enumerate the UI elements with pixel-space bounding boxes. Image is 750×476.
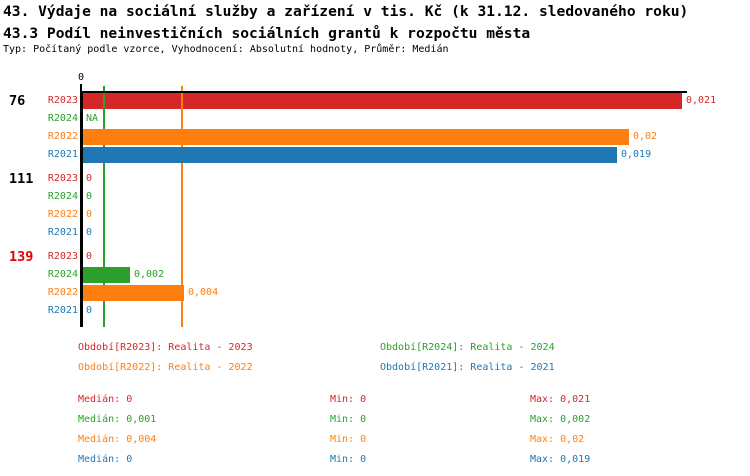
legend-item-r2021: Období[R2021]: Realita - 2021 xyxy=(380,362,555,373)
stat-min-r2023: Min: 0 xyxy=(330,394,366,406)
value-label-111-r2022: 0 xyxy=(86,209,93,220)
bar-139-r2024 xyxy=(83,267,130,283)
stat-median-r2024: Medián: 0,001 xyxy=(78,414,156,426)
stat-median-r2022: Medián: 0,004 xyxy=(78,434,156,446)
bar-76-r2023 xyxy=(83,93,682,109)
value-label-76-r2024: NA xyxy=(86,113,99,124)
median-line-r2022 xyxy=(181,86,183,327)
stat-median-r2021: Medián: 0 xyxy=(78,454,132,466)
stat-value: 0 xyxy=(126,454,133,465)
stat-value: 0,02 xyxy=(560,434,585,445)
bar-139-r2022 xyxy=(83,285,184,301)
stat-value: 0,019 xyxy=(560,454,591,465)
row-label-139-r2022: R2022 xyxy=(47,287,78,298)
stat-label: Medián: xyxy=(78,394,121,405)
stat-label: Medián: xyxy=(78,414,121,425)
stat-value: 0 xyxy=(360,414,367,425)
row-label-76-r2022: R2022 xyxy=(47,131,78,142)
chart-meta-line: Typ: Počítaný podle vzorce, Vyhodnocení:… xyxy=(3,44,449,55)
stat-min-r2021: Min: 0 xyxy=(330,454,366,466)
stat-label: Min: xyxy=(330,434,355,445)
value-label-76-r2022: 0,02 xyxy=(633,131,658,142)
value-label-111-r2024: 0 xyxy=(86,191,93,202)
legend-item-r2022: Období[R2022]: Realita - 2022 xyxy=(78,362,253,373)
stat-max-r2024: Max: 0,002 xyxy=(530,414,590,426)
legend-item-r2024: Období[R2024]: Realita - 2024 xyxy=(380,342,555,353)
stat-label: Max: xyxy=(530,454,555,465)
value-label-139-r2024: 0,002 xyxy=(134,269,165,280)
stat-label: Max: xyxy=(530,434,555,445)
group-label-76: 76 xyxy=(9,93,26,109)
value-label-111-r2023: 0 xyxy=(86,173,93,184)
row-label-111-r2022: R2022 xyxy=(47,209,78,220)
stat-max-r2021: Max: 0,019 xyxy=(530,454,590,466)
stat-value: 0,001 xyxy=(126,414,157,425)
row-label-139-r2024: R2024 xyxy=(47,269,78,280)
plot-area: 0 76 R2023 0,021 R2024 NA R2022 0,02 R2021 0,019 1… xyxy=(9,72,717,327)
stat-value: 0 xyxy=(360,454,367,465)
row-label-76-r2021: R2021 xyxy=(47,149,78,160)
value-label-139-r2022: 0,004 xyxy=(188,287,219,298)
row-label-139-r2023: R2023 xyxy=(47,251,78,262)
bar-76-r2021 xyxy=(83,147,617,163)
stat-min-r2024: Min: 0 xyxy=(330,414,366,426)
x-axis-zero-tick xyxy=(80,84,82,91)
chart-subtitle: 43.3 Podíl neinvestičních sociálních gra… xyxy=(3,25,531,42)
stat-label: Max: xyxy=(530,414,555,425)
stat-label: Medián: xyxy=(78,454,121,465)
stat-min-r2022: Min: 0 xyxy=(330,434,366,446)
stat-value: 0 xyxy=(360,434,367,445)
value-label-139-r2021: 0 xyxy=(86,305,93,316)
stat-label: Min: xyxy=(330,414,355,425)
row-label-139-r2021: R2021 xyxy=(47,305,78,316)
median-line-r2024 xyxy=(103,86,105,327)
bar-76-r2022 xyxy=(83,129,629,145)
row-label-111-r2024: R2024 xyxy=(47,191,78,202)
group-label-111: 111 xyxy=(9,171,34,187)
stat-value: 0 xyxy=(126,394,133,405)
stat-max-r2023: Max: 0,021 xyxy=(530,394,590,406)
stat-label: Min: xyxy=(330,454,355,465)
stat-max-r2022: Max: 0,02 xyxy=(530,434,584,446)
x-axis-zero-label: 0 xyxy=(77,72,85,83)
value-label-139-r2023: 0 xyxy=(86,251,93,262)
stat-value: 0 xyxy=(360,394,367,405)
row-label-111-r2023: R2023 xyxy=(47,173,78,184)
y-axis-line xyxy=(80,91,83,327)
x-axis-top-line xyxy=(80,91,687,93)
stat-label: Medián: xyxy=(78,434,121,445)
stat-label: Min: xyxy=(330,394,355,405)
chart-title: 43. Výdaje na sociální služby a zařízení… xyxy=(3,3,689,20)
stat-label: Max: xyxy=(530,394,555,405)
value-label-111-r2021: 0 xyxy=(86,227,93,238)
row-label-76-r2023: R2023 xyxy=(47,95,78,106)
row-label-76-r2024: R2024 xyxy=(47,113,78,124)
stat-median-r2023: Medián: 0 xyxy=(78,394,132,406)
legend-item-r2023: Období[R2023]: Realita - 2023 xyxy=(78,342,253,353)
row-label-111-r2021: R2021 xyxy=(47,227,78,238)
group-label-139: 139 xyxy=(9,249,34,265)
value-label-76-r2021: 0,019 xyxy=(621,149,652,160)
stat-value: 0,021 xyxy=(560,394,591,405)
value-label-76-r2023: 0,021 xyxy=(686,95,717,106)
stat-value: 0,004 xyxy=(126,434,157,445)
stat-value: 0,002 xyxy=(560,414,591,425)
